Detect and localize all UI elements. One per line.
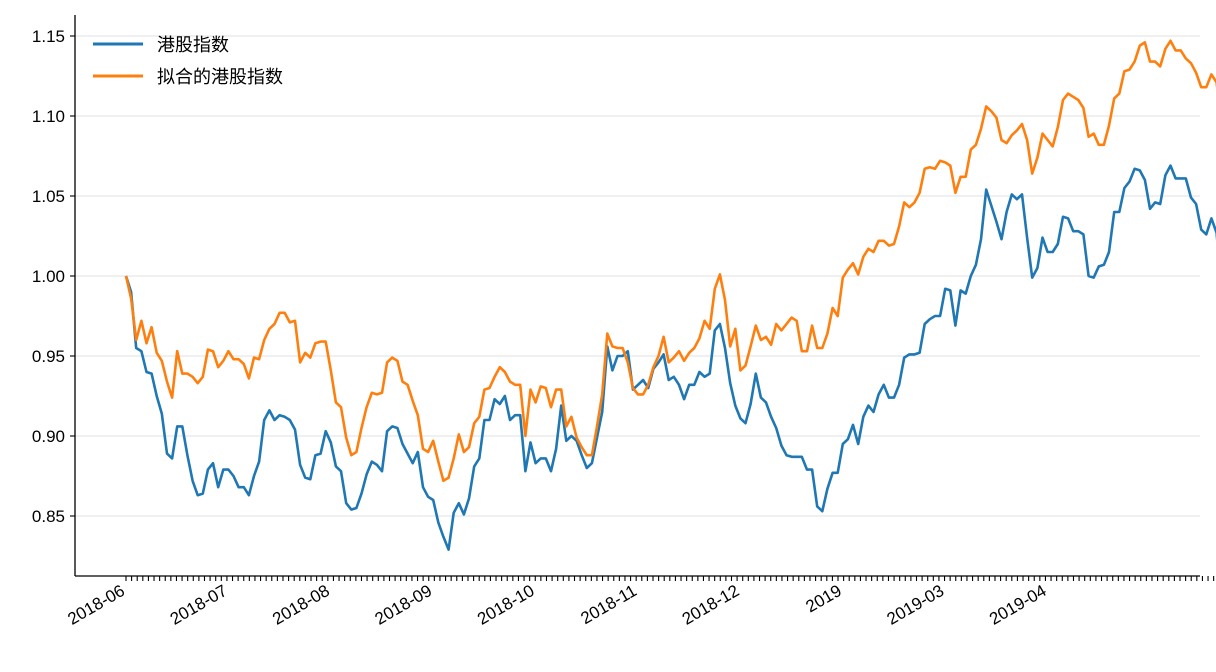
legend: 港股指数 拟合的港股指数: [93, 35, 283, 88]
x-axis-ticks: 2018-06 2018-07 2018-08 2018-09 2018-10 2018-…: [64, 576, 1215, 629]
y-tick-label-6: 1.15: [32, 27, 65, 46]
x-tick-label-0: 2018-06: [64, 581, 128, 629]
x-tick-label-4: 2018-10: [474, 581, 538, 629]
legend-label-hk-index: 港股指数: [157, 35, 229, 56]
x-tick-label-8: 2019-03: [884, 581, 948, 629]
y-tick-label-0: 0.85: [32, 507, 65, 526]
x-tick-label-3: 2018-09: [372, 581, 436, 629]
y-tick-label-4: 1.05: [32, 187, 65, 206]
y-tick-label-5: 1.10: [32, 107, 65, 126]
x-tick-label-2: 2018-08: [269, 581, 333, 629]
x-tick-label-5: 2018-11: [578, 581, 640, 628]
x-tick-label-9: 2019-04: [986, 581, 1050, 629]
y-axis-ticks: 0.85 0.90 0.95 1.00 1.05 1.10 1.15: [32, 27, 75, 526]
series-lines: [124, 39, 1216, 551]
y-tick-label-2: 0.95: [32, 347, 65, 366]
x-tick-label-7: 2019: [803, 581, 845, 616]
x-tick-label-6: 2018-12: [679, 581, 743, 629]
x-tick-label-1: 2018-07: [167, 581, 231, 629]
axes: [74, 15, 1200, 577]
series-line-1: [124, 39, 1216, 483]
y-tick-label-3: 1.00: [32, 267, 65, 286]
legend-label-fitted-hk-index: 拟合的港股指数: [157, 67, 283, 88]
series-line-0: [124, 164, 1216, 551]
y-tick-label-1: 0.90: [32, 427, 65, 446]
